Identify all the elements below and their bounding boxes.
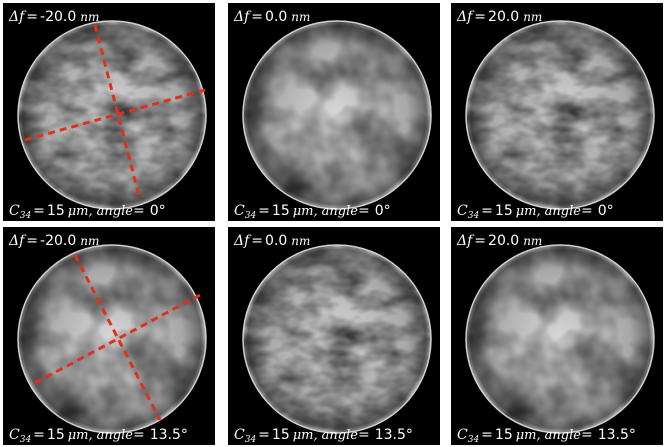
aberration-subscript: 34: [20, 211, 32, 221]
equals: =: [358, 203, 370, 219]
defocus-symbol: Δf: [456, 9, 475, 25]
aberration-subscript: 34: [468, 435, 480, 445]
equals: =: [33, 203, 45, 219]
defocus-label: Δf=0.0 nm: [233, 233, 310, 249]
aberration-unit: μm,: [293, 428, 318, 443]
equals: =: [474, 9, 486, 25]
aberration-unit: μm,: [516, 204, 541, 219]
aberration-value: 15: [495, 203, 513, 219]
defocus-symbol: Δf: [233, 233, 252, 249]
defocus-symbol: Δf: [233, 9, 252, 25]
equals: =: [474, 233, 486, 249]
aberration-symbol: C: [9, 203, 20, 219]
defocus-label: Δf=-20.0 nm: [8, 9, 99, 25]
equals: =: [26, 9, 38, 25]
speckle-texture: [243, 21, 431, 209]
defocus-unit: nm: [523, 234, 542, 248]
angle-word: angle: [545, 428, 582, 443]
aberration-value: 15: [47, 203, 65, 219]
defocus-value: 20.0: [488, 9, 519, 25]
aberration-unit: μm,: [293, 204, 318, 219]
aberration-symbol: C: [457, 427, 468, 443]
aberration-subscript: 34: [20, 435, 32, 445]
equals: =: [581, 427, 593, 443]
defocus-value: -20.0: [40, 9, 76, 25]
equals: =: [581, 203, 593, 219]
angle-value: 0°: [150, 203, 166, 219]
angle-value: 13.5°: [375, 427, 413, 443]
defocus-label: Δf=20.0 nm: [456, 233, 542, 249]
defocus-value: 0.0: [265, 9, 287, 25]
figure: Δf=-20.0nmC34=15μm,angle=0°Δf=0.0nmC34=1…: [0, 0, 666, 447]
aberration-subscript: 34: [245, 435, 257, 445]
aberration-value: 15: [272, 203, 290, 219]
speckle-texture: [243, 245, 431, 433]
equals: =: [251, 233, 263, 249]
angle-value: 13.5°: [598, 427, 636, 443]
defocus-label: Δf=-20.0 nm: [8, 233, 99, 249]
angle-word: angle: [97, 204, 134, 219]
defocus-value: 0.0: [265, 233, 287, 249]
aberration-unit: μm,: [516, 428, 541, 443]
aberration-unit: μm,: [68, 204, 93, 219]
defocus-unit: nm: [291, 234, 310, 248]
aberration-value: 15: [272, 427, 290, 443]
aberration-symbol: C: [234, 203, 245, 219]
defocus-symbol: Δf: [456, 233, 475, 249]
aberration-symbol: C: [234, 427, 245, 443]
equals: =: [26, 233, 38, 249]
equals: =: [358, 427, 370, 443]
equals: =: [258, 203, 270, 219]
defocus-unit: nm: [80, 234, 99, 248]
aberration-symbol: C: [9, 427, 20, 443]
defocus-label: Δf=20.0 nm: [456, 9, 542, 25]
equals: =: [33, 427, 45, 443]
aberration-value: 15: [495, 427, 513, 443]
aberration-unit: μm,: [68, 428, 93, 443]
angle-value: 0°: [375, 203, 391, 219]
speckle-texture: [466, 21, 654, 209]
equals: =: [258, 427, 270, 443]
speckle-texture: [466, 245, 654, 433]
speckle-texture: [18, 245, 206, 433]
angle-word: angle: [322, 204, 359, 219]
defocus-value: -20.0: [40, 233, 76, 249]
angle-value: 13.5°: [150, 427, 188, 443]
equals: =: [481, 203, 493, 219]
equals: =: [481, 427, 493, 443]
defocus-symbol: Δf: [8, 233, 27, 249]
equals: =: [251, 9, 263, 25]
equals: =: [133, 427, 145, 443]
defocus-value: 20.0: [488, 233, 519, 249]
angle-word: angle: [322, 428, 359, 443]
aberration-value: 15: [47, 427, 65, 443]
defocus-label: Δf=0.0 nm: [233, 9, 310, 25]
aberration-subscript: 34: [245, 211, 257, 221]
angle-value: 0°: [598, 203, 614, 219]
defocus-unit: nm: [80, 10, 99, 24]
angle-word: angle: [97, 428, 134, 443]
defocus-symbol: Δf: [8, 9, 27, 25]
aberration-symbol: C: [457, 203, 468, 219]
defocus-unit: nm: [523, 10, 542, 24]
aberration-subscript: 34: [468, 211, 480, 221]
equals: =: [133, 203, 145, 219]
defocus-unit: nm: [291, 10, 310, 24]
angle-word: angle: [545, 204, 582, 219]
